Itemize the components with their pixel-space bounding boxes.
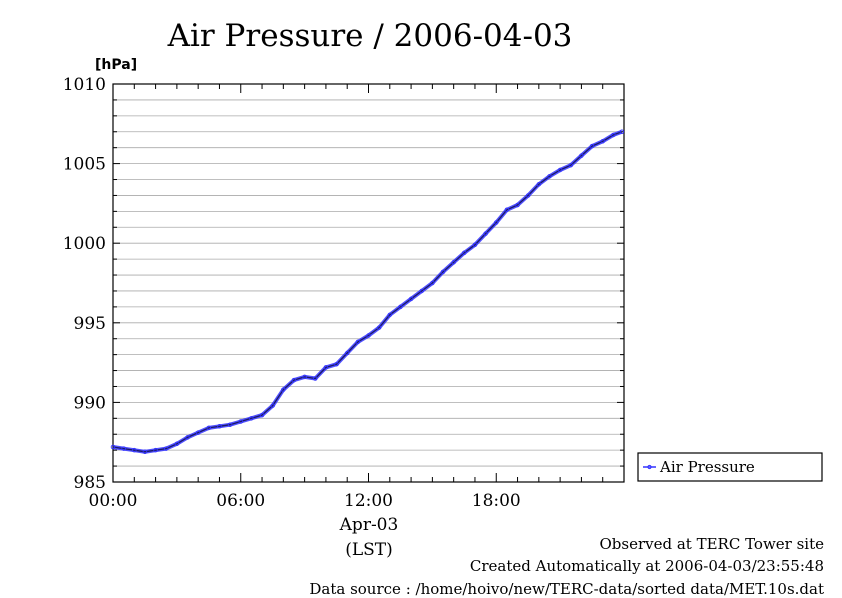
legend-entry-air-pressure: Air Pressure: [659, 458, 755, 476]
data-point: [536, 182, 542, 187]
y-tick-label: 995: [74, 314, 106, 334]
data-point: [515, 202, 520, 208]
data-point: [355, 339, 361, 345]
data-point: [600, 139, 605, 144]
data-point: [440, 269, 446, 275]
data-point: [174, 441, 180, 447]
x-axis-timezone-label: (LST): [345, 540, 393, 560]
data-point: [451, 260, 456, 265]
data-point: [302, 374, 307, 380]
data-point: [323, 365, 329, 370]
data-point: [153, 447, 158, 453]
data-point: [206, 425, 212, 431]
x-tick-label: 12:00: [344, 491, 393, 511]
y-tick-label: 985: [74, 473, 106, 493]
data-point: [259, 412, 265, 418]
footer-data-source: Data source : /home/hoivo/new/TERC-data/…: [309, 580, 824, 598]
data-point: [398, 304, 403, 310]
data-point: [462, 250, 467, 256]
chart-title: Air Pressure / 2006-04-03: [167, 18, 573, 54]
series-air-pressure: [110, 129, 625, 455]
x-tick-label: 18:00: [472, 491, 521, 511]
data-point: [366, 333, 371, 338]
data-point: [163, 446, 169, 451]
data-point: [619, 129, 625, 135]
plot-frame: [112, 83, 625, 483]
data-point: [430, 280, 435, 286]
data-point: [419, 288, 424, 294]
data-point: [472, 242, 478, 248]
data-point: [110, 444, 116, 450]
data-point: [132, 447, 137, 453]
data-point: [281, 387, 286, 392]
data-point: [121, 446, 126, 451]
data-point: [568, 162, 574, 168]
data-point: [217, 424, 222, 429]
footer-observed-site: Observed at TERC Tower site: [599, 535, 824, 553]
legend-box: [637, 452, 823, 482]
y-tick-label: 990: [74, 393, 106, 413]
data-point: [494, 220, 499, 225]
data-point: [270, 403, 275, 408]
series-line: [112, 131, 623, 453]
data-point: [291, 377, 297, 383]
gridlines: [113, 99, 624, 467]
data-point: [387, 312, 393, 318]
data-point: [504, 207, 510, 213]
data-point: [195, 430, 201, 435]
data-point: [589, 143, 595, 149]
data-point: [249, 416, 254, 421]
data-point: [611, 132, 616, 138]
data-point: [334, 361, 339, 367]
data-point: [313, 376, 318, 381]
y-tick-label: 1010: [63, 75, 106, 95]
data-point: [557, 167, 563, 173]
x-tick-label: 06:00: [216, 491, 265, 511]
data-point: [408, 296, 414, 302]
x-axis: 00:00 06:00 12:00 18:00: [89, 84, 625, 511]
data-point: [142, 449, 148, 455]
data-point: [376, 325, 382, 330]
legend: Air Pressure: [637, 452, 823, 482]
y-tick-label: 1005: [63, 155, 106, 175]
y-tick-label: 1000: [63, 234, 106, 254]
x-axis-date-label: Apr-03: [339, 515, 399, 535]
data-point: [525, 193, 531, 198]
data-point: [547, 174, 552, 179]
legend-swatch-marker: [647, 464, 652, 470]
y-axis: 985 990 995 1000 1005 1010: [63, 75, 624, 493]
x-tick-label: 00:00: [89, 491, 138, 511]
data-point: [579, 153, 584, 158]
data-point: [483, 231, 488, 236]
data-point: [185, 435, 190, 440]
data-point: [344, 350, 350, 356]
data-point: [238, 419, 243, 424]
data-point: [227, 422, 233, 427]
footer-created-timestamp: Created Automatically at 2006-04-03/23:5…: [469, 557, 824, 575]
y-axis-unit-label: [hPa]: [95, 57, 137, 73]
